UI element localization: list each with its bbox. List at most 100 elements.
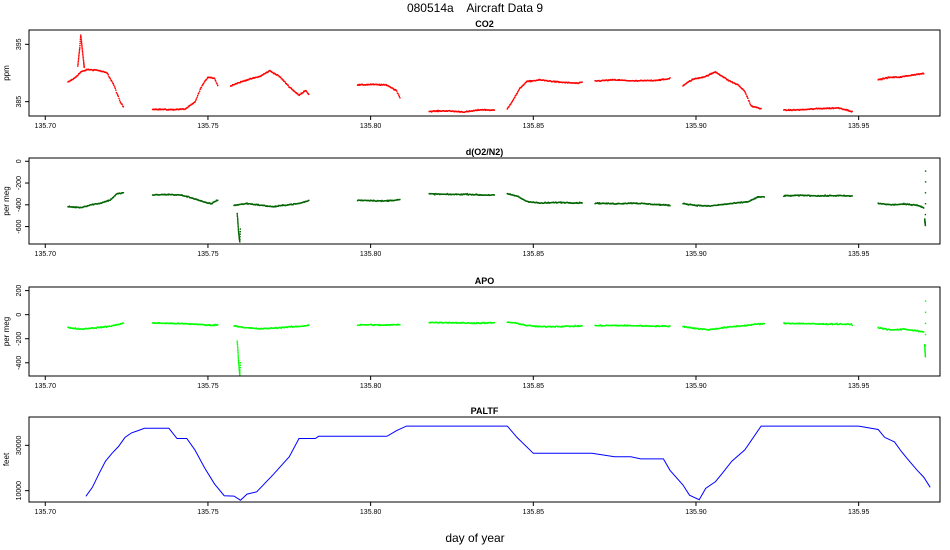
data-point (746, 96, 748, 98)
data-point (788, 108, 790, 111)
data-point (81, 49, 84, 51)
data-point (567, 82, 569, 84)
data-point (79, 38, 82, 41)
data-point (924, 170, 927, 172)
data-point (198, 92, 200, 94)
panel-2: d(O2/N2) per meg 0 -200 -400 -600 135.70 135.75… (2, 147, 941, 258)
data-point (521, 85, 523, 87)
data-point (697, 327, 699, 330)
data-point (737, 84, 740, 86)
data-point (899, 329, 901, 331)
data-point (485, 109, 487, 111)
data-point (81, 43, 83, 45)
data-point (717, 204, 719, 206)
x-tick-label: 135.85 (523, 123, 545, 130)
data-point (159, 194, 161, 196)
data-point (512, 98, 515, 101)
data-point (396, 324, 399, 326)
data-point (78, 56, 80, 58)
data-segment (233, 324, 310, 330)
data-point (239, 366, 241, 369)
data-point (851, 324, 853, 327)
data-point (923, 73, 925, 75)
data-point (516, 92, 518, 94)
data-point (446, 193, 448, 196)
data-point (269, 327, 271, 330)
data-point (525, 81, 528, 83)
data-point (239, 240, 241, 242)
data-point (510, 194, 513, 196)
x-tick-label: 135.80 (360, 383, 382, 390)
data-point (83, 65, 85, 67)
data-point (374, 83, 377, 85)
data-point (850, 323, 853, 325)
data-point (373, 324, 375, 327)
data-point (506, 108, 508, 110)
y-axis-label: feet (2, 452, 11, 466)
data-point (161, 108, 164, 110)
data-point (77, 74, 79, 76)
data-spike (236, 340, 242, 376)
x-tick-label: 135.70 (35, 509, 57, 516)
data-point (904, 203, 907, 205)
data-point (517, 89, 520, 92)
data-point (923, 207, 925, 209)
data-point (93, 203, 96, 205)
data-point (119, 101, 121, 103)
data-point (744, 92, 747, 94)
data-point (111, 80, 113, 83)
data-point (197, 93, 199, 95)
data-point (578, 202, 580, 204)
data-point (483, 321, 485, 324)
x-tick-label: 135.80 (360, 509, 382, 516)
data-point (215, 200, 217, 203)
data-point (459, 194, 462, 196)
data-point (693, 328, 695, 330)
data-point (100, 326, 102, 328)
data-point (553, 80, 555, 82)
data-point (741, 201, 743, 203)
page-title: 080514a Aircraft Data 9 (406, 1, 544, 15)
data-point (487, 194, 490, 196)
data-point (824, 194, 826, 196)
data-point (510, 322, 513, 324)
data-point (217, 324, 219, 326)
data-point (743, 90, 745, 92)
data-point (269, 205, 271, 207)
data-point (77, 60, 79, 63)
data-point (577, 325, 579, 327)
data-point (118, 99, 121, 101)
y-tick-label: 10000 (16, 481, 23, 501)
data-segment (783, 322, 853, 327)
plot-frame (28, 29, 941, 117)
data-point (388, 200, 390, 202)
data-point (697, 77, 700, 80)
x-tick-label: 135.85 (523, 251, 545, 258)
data-point (924, 352, 926, 354)
data-point (82, 55, 84, 57)
data-point (669, 77, 671, 79)
data-point (298, 94, 301, 97)
data-point (669, 325, 671, 327)
data-point (237, 230, 240, 232)
data-point (924, 348, 926, 350)
data-point (71, 327, 74, 330)
panel-title: APO (475, 276, 495, 286)
data-point (187, 106, 189, 109)
data-point (843, 194, 845, 196)
data-point (547, 201, 550, 203)
data-point (636, 202, 638, 204)
data-point (286, 326, 289, 329)
data-point (886, 77, 889, 79)
data-spike (236, 212, 242, 243)
data-point (238, 365, 240, 367)
data-point (113, 196, 115, 198)
data-point (308, 324, 310, 326)
data-point (599, 325, 601, 327)
data-point (92, 69, 94, 72)
data-point (115, 193, 118, 195)
data-point (749, 103, 752, 106)
data-point (374, 200, 377, 202)
data-point (212, 202, 214, 204)
